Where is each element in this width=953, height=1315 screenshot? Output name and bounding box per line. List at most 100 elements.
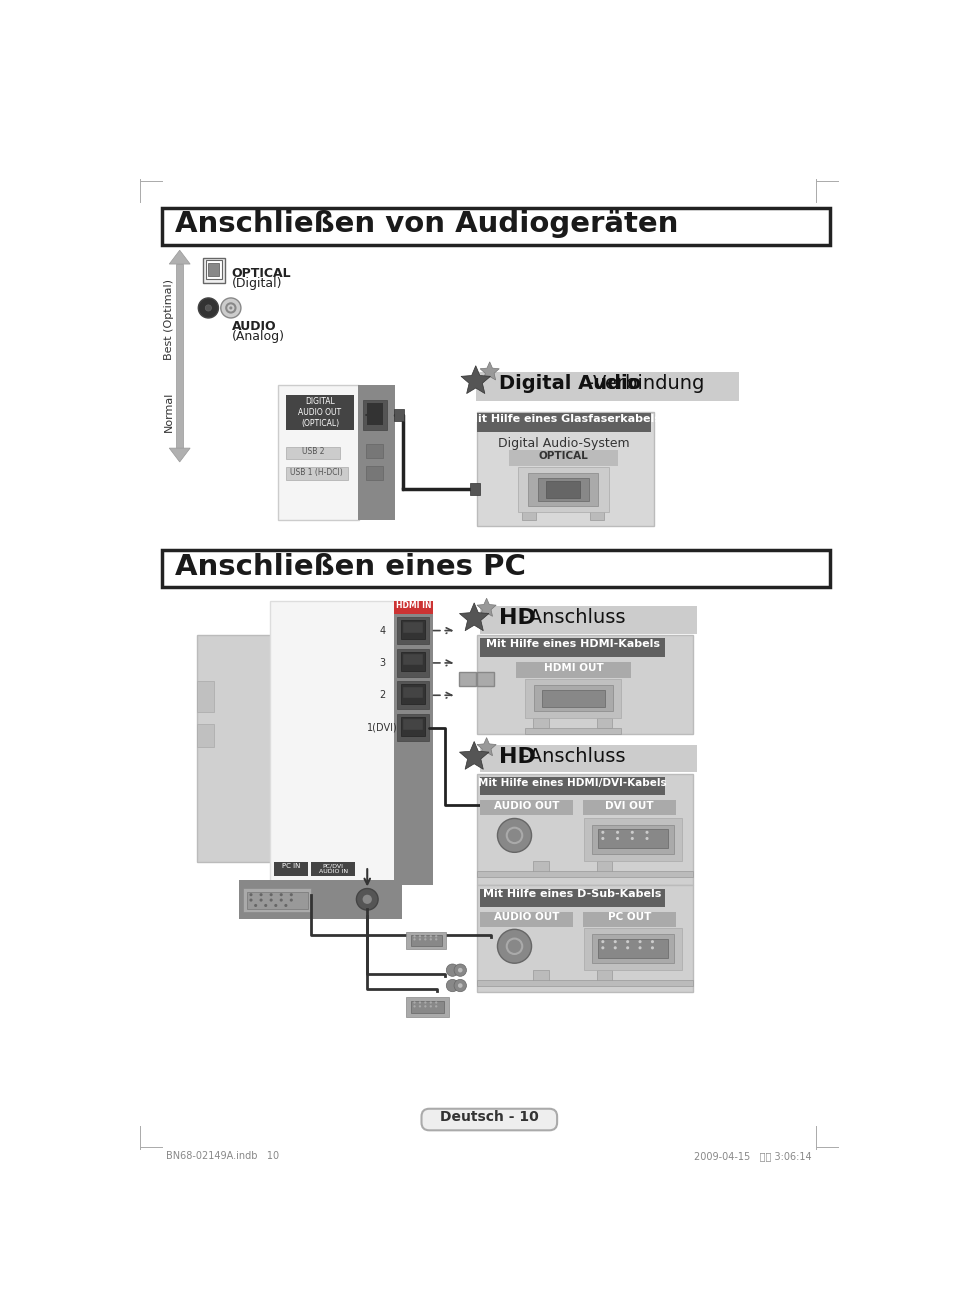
Circle shape: [645, 836, 648, 840]
FancyBboxPatch shape: [476, 635, 692, 734]
Text: HDMI IN: HDMI IN: [395, 601, 431, 610]
Text: USB 1 (H-DCI): USB 1 (H-DCI): [291, 468, 343, 477]
Text: PC/DVI
AUDIO IN: PC/DVI AUDIO IN: [318, 863, 347, 873]
FancyBboxPatch shape: [196, 723, 213, 747]
FancyBboxPatch shape: [480, 889, 664, 907]
Circle shape: [429, 938, 432, 940]
FancyBboxPatch shape: [537, 479, 588, 501]
FancyBboxPatch shape: [176, 264, 183, 448]
Circle shape: [284, 903, 287, 907]
FancyBboxPatch shape: [583, 818, 681, 861]
FancyBboxPatch shape: [400, 685, 425, 704]
Circle shape: [600, 836, 604, 840]
FancyBboxPatch shape: [400, 652, 425, 672]
FancyBboxPatch shape: [596, 718, 612, 729]
Text: Digital Audio-System: Digital Audio-System: [497, 438, 629, 450]
FancyBboxPatch shape: [410, 1001, 443, 1014]
Circle shape: [413, 935, 416, 938]
Text: 2009-04-15   오후 3:06:14: 2009-04-15 오후 3:06:14: [694, 1151, 811, 1161]
FancyBboxPatch shape: [582, 800, 675, 815]
Polygon shape: [476, 738, 496, 756]
Text: Anschließen von Audiogeräten: Anschließen von Audiogeräten: [174, 210, 678, 238]
FancyBboxPatch shape: [516, 663, 630, 677]
FancyBboxPatch shape: [357, 385, 395, 519]
Text: 1(DVI): 1(DVI): [367, 723, 397, 732]
Circle shape: [418, 935, 420, 938]
Circle shape: [220, 299, 241, 318]
Circle shape: [413, 1001, 416, 1003]
FancyBboxPatch shape: [598, 830, 667, 848]
FancyBboxPatch shape: [541, 690, 604, 706]
Circle shape: [457, 984, 462, 988]
Text: Anschließen eines PC: Anschließen eines PC: [174, 552, 525, 581]
Circle shape: [645, 831, 648, 834]
Circle shape: [638, 947, 641, 949]
Circle shape: [435, 935, 436, 938]
Circle shape: [249, 893, 253, 897]
FancyBboxPatch shape: [476, 372, 739, 401]
Circle shape: [600, 940, 604, 943]
FancyBboxPatch shape: [479, 606, 696, 634]
FancyBboxPatch shape: [534, 685, 612, 711]
FancyBboxPatch shape: [406, 931, 446, 948]
FancyBboxPatch shape: [394, 601, 433, 614]
FancyBboxPatch shape: [421, 1109, 557, 1131]
Text: OPTICAL: OPTICAL: [537, 451, 588, 462]
Polygon shape: [459, 602, 489, 631]
FancyBboxPatch shape: [410, 935, 441, 945]
FancyBboxPatch shape: [476, 412, 654, 526]
Text: (Digital): (Digital): [232, 277, 282, 291]
Circle shape: [205, 305, 212, 312]
FancyBboxPatch shape: [367, 404, 382, 425]
FancyBboxPatch shape: [528, 473, 598, 506]
Circle shape: [424, 935, 426, 938]
Polygon shape: [169, 448, 190, 462]
FancyBboxPatch shape: [480, 638, 664, 656]
Circle shape: [625, 940, 629, 943]
FancyBboxPatch shape: [469, 483, 480, 494]
Text: -Verbindung: -Verbindung: [586, 375, 703, 393]
FancyBboxPatch shape: [406, 997, 448, 1016]
FancyBboxPatch shape: [196, 635, 274, 863]
FancyBboxPatch shape: [480, 911, 573, 927]
FancyBboxPatch shape: [583, 928, 681, 970]
Circle shape: [630, 831, 633, 834]
FancyBboxPatch shape: [509, 451, 617, 466]
FancyBboxPatch shape: [525, 727, 620, 734]
Text: BN68-02149A.indb   10: BN68-02149A.indb 10: [166, 1151, 278, 1161]
FancyBboxPatch shape: [286, 467, 348, 480]
FancyBboxPatch shape: [476, 871, 692, 877]
Circle shape: [625, 947, 629, 949]
Text: Mit Hilfe eines D-Sub-Kabels: Mit Hilfe eines D-Sub-Kabels: [483, 889, 661, 899]
Circle shape: [457, 968, 462, 973]
FancyBboxPatch shape: [286, 394, 354, 430]
Circle shape: [613, 940, 617, 943]
Circle shape: [362, 894, 372, 903]
FancyBboxPatch shape: [546, 481, 579, 498]
FancyBboxPatch shape: [480, 777, 664, 796]
FancyBboxPatch shape: [365, 466, 382, 480]
Text: -Anschluss: -Anschluss: [521, 609, 625, 627]
FancyBboxPatch shape: [363, 400, 386, 430]
FancyBboxPatch shape: [162, 208, 829, 245]
FancyBboxPatch shape: [365, 444, 382, 458]
FancyBboxPatch shape: [394, 409, 404, 421]
Circle shape: [253, 903, 257, 907]
Circle shape: [418, 1005, 420, 1007]
Text: HD: HD: [498, 609, 536, 629]
Circle shape: [429, 1005, 432, 1007]
Circle shape: [418, 1001, 420, 1003]
FancyBboxPatch shape: [286, 447, 340, 459]
Polygon shape: [460, 366, 490, 393]
Text: Normal: Normal: [164, 392, 173, 433]
FancyBboxPatch shape: [400, 619, 425, 639]
FancyBboxPatch shape: [533, 970, 548, 981]
Circle shape: [418, 938, 420, 940]
Text: Best (Optimal): Best (Optimal): [164, 279, 173, 360]
Circle shape: [290, 893, 293, 897]
Circle shape: [435, 938, 436, 940]
Circle shape: [259, 898, 262, 902]
FancyBboxPatch shape: [533, 861, 548, 872]
Text: Digital Audio: Digital Audio: [498, 375, 640, 393]
Circle shape: [650, 940, 654, 943]
